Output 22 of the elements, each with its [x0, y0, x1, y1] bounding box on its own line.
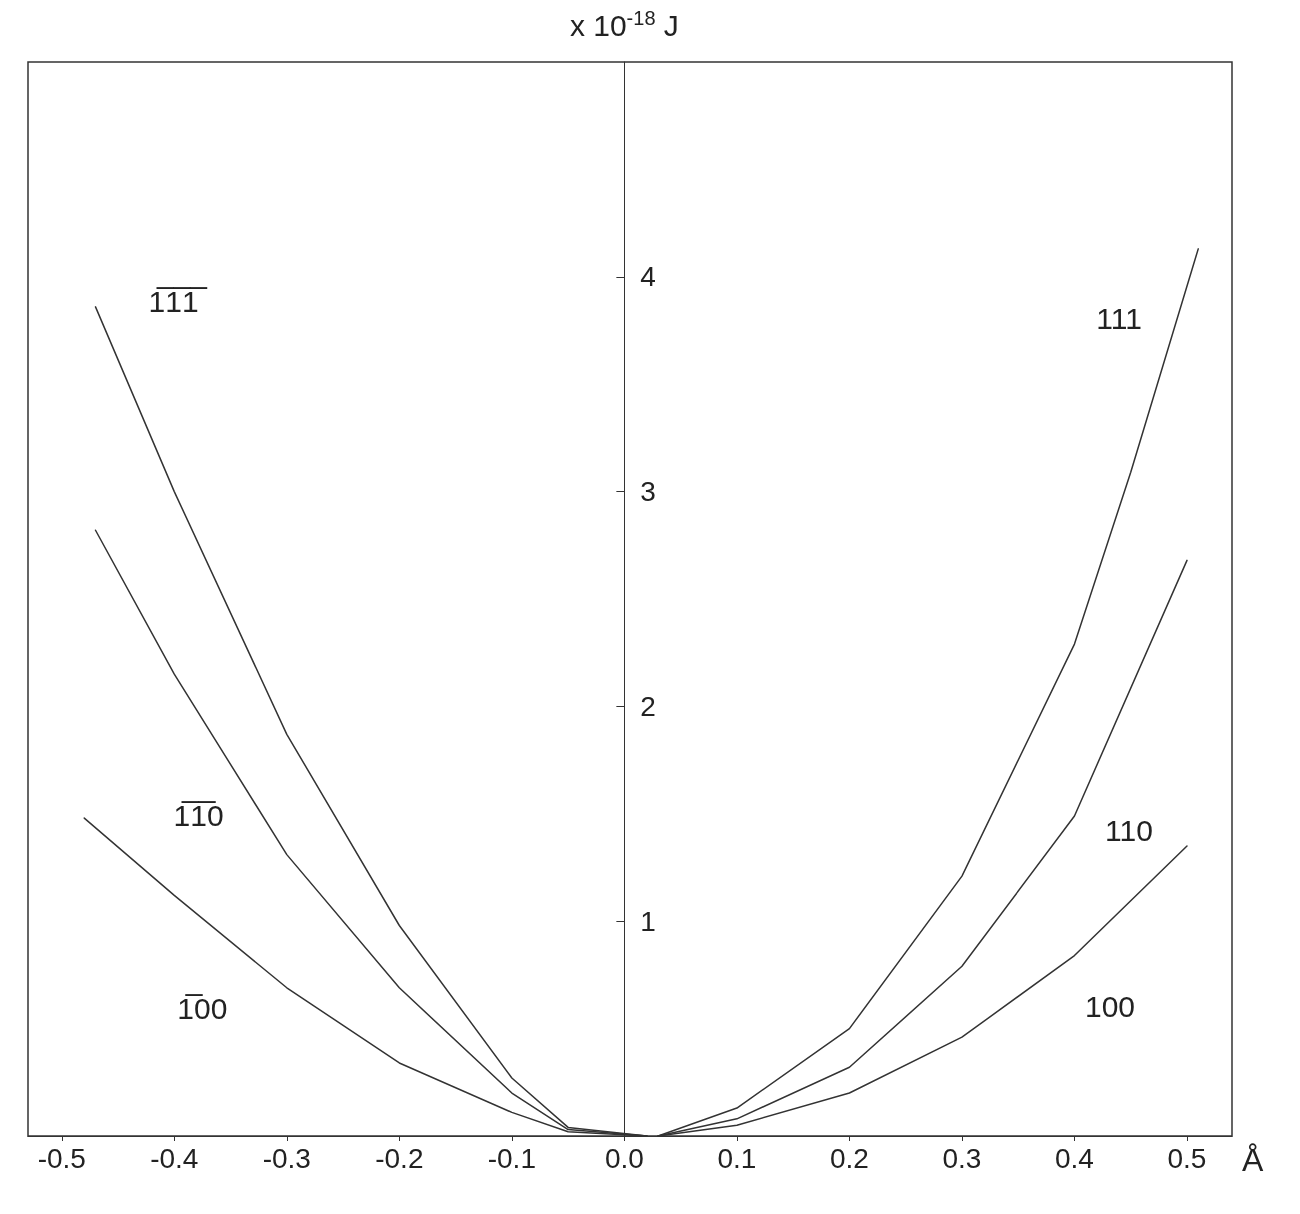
x-tick-label: 0.4: [1055, 1142, 1094, 1174]
y-tick-label: 3: [640, 476, 656, 508]
series-label: 1̅1̅0: [173, 798, 224, 832]
x-tick-label: -0.5: [37, 1142, 86, 1174]
x-tick-label: 0.5: [1167, 1142, 1207, 1174]
x-tick-label: -0.4: [150, 1142, 199, 1174]
x-tick-label: 0.0: [604, 1142, 644, 1174]
x-tick-label: 0.3: [942, 1142, 982, 1174]
series-label: 111: [1096, 302, 1142, 336]
series-label: 1̅1̅1̅: [148, 285, 208, 319]
x-tick-label: 0.2: [829, 1142, 869, 1174]
y-tick-label: 4: [640, 261, 656, 293]
series-label: 1̅00: [177, 991, 228, 1025]
x-tick-label: -0.3: [262, 1142, 311, 1174]
x-tick-label: -0.1: [487, 1142, 536, 1174]
y-tick-label: 1: [640, 905, 656, 937]
x-tick-label: 0.1: [717, 1142, 757, 1174]
series-label: 100: [1084, 989, 1136, 1023]
x-axis-title: Å: [1242, 1142, 1264, 1178]
series-label: 110: [1104, 813, 1153, 847]
x-tick-label: -0.2: [375, 1142, 424, 1174]
y-tick-label: 2: [640, 690, 656, 722]
